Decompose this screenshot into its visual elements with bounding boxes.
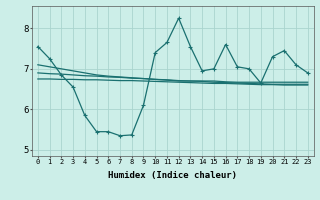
- X-axis label: Humidex (Indice chaleur): Humidex (Indice chaleur): [108, 171, 237, 180]
